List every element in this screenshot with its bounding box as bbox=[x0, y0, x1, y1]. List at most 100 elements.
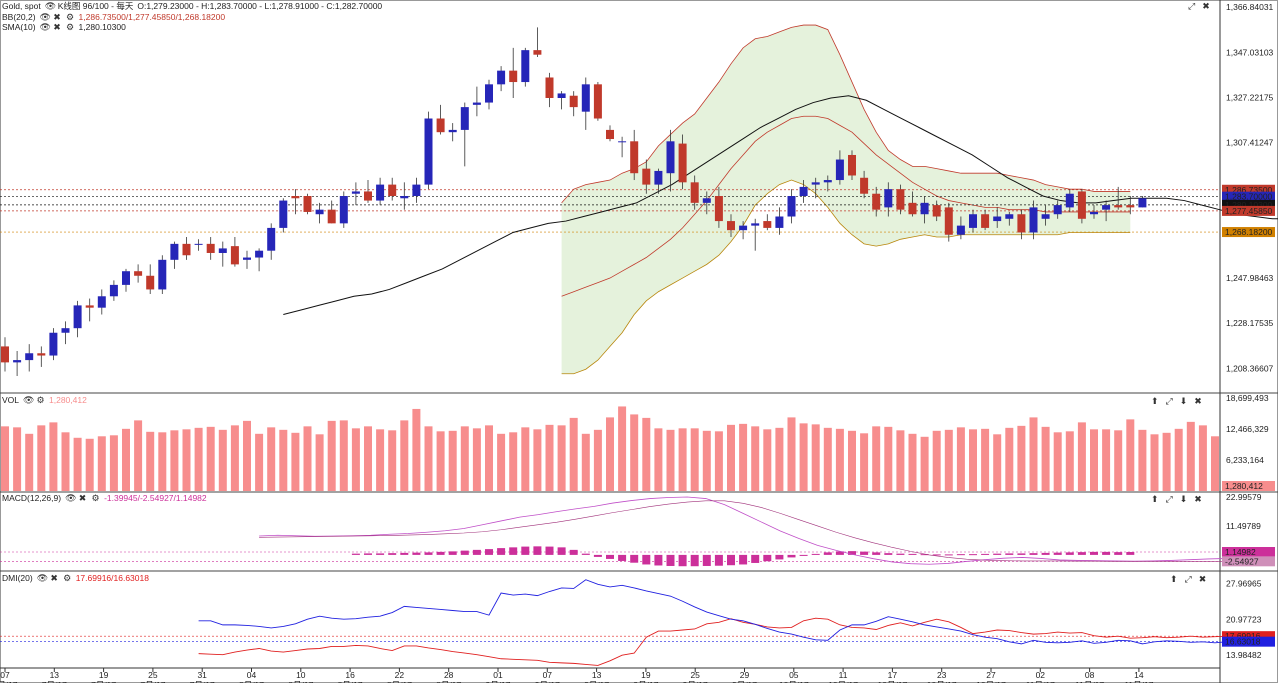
close-icon[interactable]: ✖ bbox=[78, 493, 87, 503]
time-month-label: 10月/17 bbox=[828, 680, 858, 683]
candle-body bbox=[1138, 198, 1147, 208]
macd-histogram-bar bbox=[1005, 553, 1014, 555]
candle-body bbox=[291, 196, 300, 199]
volume-bar bbox=[206, 426, 215, 491]
candle-body bbox=[37, 353, 46, 356]
close-icon[interactable]: ✖ bbox=[1202, 1, 1210, 11]
price-tick-label: 1,347.03103 bbox=[1226, 47, 1274, 57]
candle-body bbox=[170, 243, 179, 260]
candle-body bbox=[1029, 207, 1038, 233]
macd-histogram-bar bbox=[727, 554, 735, 566]
candle-body bbox=[472, 102, 481, 105]
close-icon[interactable]: ✖ bbox=[1198, 574, 1207, 584]
macd-histogram-bar bbox=[775, 554, 784, 560]
volume-legend: VOL 👁 ⚙ 1,280,412 bbox=[2, 395, 87, 406]
gear-icon[interactable]: ⚙ bbox=[36, 395, 45, 405]
volume-bar bbox=[678, 428, 687, 491]
volume-bar bbox=[436, 431, 445, 491]
volume-bar bbox=[1162, 432, 1171, 491]
volume-bar bbox=[1174, 428, 1183, 491]
expand-icon[interactable]: ⤢ bbox=[1165, 396, 1173, 406]
candle-body bbox=[400, 196, 409, 199]
candle-body bbox=[739, 225, 748, 231]
gear-icon[interactable]: ⚙ bbox=[63, 573, 72, 583]
volume-bar bbox=[122, 428, 130, 491]
volume-bar bbox=[1126, 419, 1135, 491]
eye-icon[interactable]: 👁 bbox=[36, 573, 49, 583]
close-icon[interactable]: ✖ bbox=[50, 573, 58, 583]
eye-icon[interactable]: 👁 bbox=[23, 395, 35, 405]
macd-histogram-bar bbox=[533, 546, 542, 555]
volume-bar bbox=[13, 427, 22, 491]
candle-body bbox=[775, 216, 784, 228]
macd-histogram-bar bbox=[351, 553, 360, 555]
gear-icon[interactable]: ⚙ bbox=[91, 493, 100, 503]
macd-legend: MACD(12,26,9) 👁 ✖ ⚙ -1.39945/-2.54927/1.… bbox=[2, 493, 207, 504]
arrow-up-icon[interactable]: ⬆ bbox=[1151, 494, 1159, 504]
gear-icon[interactable]: ⚙ bbox=[66, 22, 75, 32]
volume-bar bbox=[424, 426, 433, 491]
candle-body bbox=[606, 129, 614, 140]
price-tick-label: 1,228.17535 bbox=[1226, 318, 1274, 328]
volume-bar bbox=[1029, 417, 1038, 491]
candle-body bbox=[811, 182, 820, 185]
time-tick-label: 19 bbox=[641, 670, 651, 680]
price-marker-label: 1,268.18200 bbox=[1225, 227, 1273, 237]
volume-bar bbox=[642, 417, 651, 491]
candle-body bbox=[315, 209, 324, 215]
volume-bar bbox=[1065, 431, 1074, 491]
price-tick-label: 1,366.84031 bbox=[1226, 2, 1274, 12]
arrow-up-icon[interactable]: ⬆ bbox=[1170, 574, 1178, 584]
scroll-up-icon[interactable]: ⬆ bbox=[1151, 396, 1159, 406]
gear-icon[interactable]: ⚙ bbox=[66, 12, 75, 22]
volume-bar bbox=[920, 436, 929, 491]
candle-body bbox=[1017, 214, 1026, 233]
candle-body bbox=[364, 191, 372, 201]
macd-histogram-bar bbox=[835, 551, 844, 555]
dmi-tick-label: 13.98482 bbox=[1226, 650, 1262, 660]
time-month-label: 8月/17 bbox=[239, 680, 264, 683]
volume-bar bbox=[170, 430, 179, 491]
candle-body bbox=[981, 214, 990, 228]
bb-label: BB(20,2) bbox=[2, 12, 36, 22]
volume-bar bbox=[182, 429, 191, 491]
close-icon[interactable]: ✖ bbox=[53, 22, 61, 32]
volume-marker-label: 1,280,412 bbox=[1225, 481, 1263, 491]
candle-body bbox=[158, 259, 167, 290]
volume-bar bbox=[158, 432, 167, 491]
eye-icon[interactable]: 👁 bbox=[39, 22, 51, 32]
close-icon[interactable]: ✖ bbox=[1194, 396, 1202, 406]
arrow-down-icon[interactable]: ⬇ bbox=[1179, 494, 1188, 504]
eye-icon[interactable]: 👁 bbox=[39, 12, 51, 22]
volume-bar bbox=[1, 426, 9, 491]
price-tick-label: 1,307.41247 bbox=[1226, 138, 1274, 148]
macd-histogram-bar bbox=[763, 554, 772, 562]
candle-body bbox=[61, 328, 70, 333]
macd-histogram-bar bbox=[981, 553, 990, 555]
arrow-down-icon[interactable]: ⬇ bbox=[1179, 396, 1188, 406]
macd-values: -1.39945/-2.54927/1.14982 bbox=[104, 493, 207, 503]
candle-body bbox=[73, 305, 82, 329]
macd-histogram-bar bbox=[630, 554, 639, 563]
expand-icon[interactable]: ⤢ bbox=[1184, 574, 1192, 584]
eye-icon[interactable]: 👁 bbox=[65, 493, 77, 503]
candle-body bbox=[1, 346, 9, 363]
candle-body bbox=[49, 332, 58, 356]
macd-histogram-bar bbox=[714, 554, 723, 566]
volume-bar bbox=[1017, 425, 1026, 491]
expand-icon[interactable]: ⤢ bbox=[1165, 494, 1173, 504]
vol-value: 1,280,412 bbox=[49, 395, 87, 405]
close-icon[interactable]: ✖ bbox=[1194, 494, 1202, 504]
time-tick-label: 29 bbox=[740, 670, 750, 680]
eye-icon[interactable]: 👁 bbox=[44, 1, 57, 11]
price-marker-box bbox=[1222, 184, 1275, 195]
price-tick-label: 1,327.22175 bbox=[1226, 92, 1274, 102]
time-month-label: 8月/17 bbox=[436, 680, 461, 683]
close-icon[interactable]: ✖ bbox=[53, 12, 61, 22]
macd-histogram-bar bbox=[1126, 552, 1135, 555]
time-tick-label: 01 bbox=[493, 670, 503, 680]
expand-icon[interactable]: ⤢ bbox=[1188, 1, 1196, 11]
candle-body bbox=[690, 182, 699, 203]
macd-histogram-bar bbox=[908, 553, 917, 555]
